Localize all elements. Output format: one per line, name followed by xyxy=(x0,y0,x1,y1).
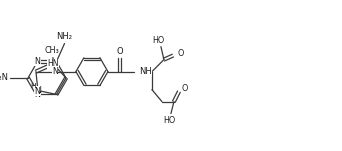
Text: H₂N: H₂N xyxy=(0,74,8,82)
Text: N: N xyxy=(50,59,56,68)
Text: N: N xyxy=(35,90,40,99)
Text: CH₃: CH₃ xyxy=(44,46,59,55)
Text: O: O xyxy=(178,49,184,58)
Text: HO: HO xyxy=(163,116,175,125)
Text: NH₂: NH₂ xyxy=(56,32,73,41)
Text: N: N xyxy=(52,67,58,76)
Text: H: H xyxy=(30,82,36,88)
Text: NH: NH xyxy=(139,67,152,76)
Text: HO: HO xyxy=(152,36,164,45)
Text: N: N xyxy=(35,57,40,66)
Text: O: O xyxy=(182,84,188,93)
Text: O: O xyxy=(117,47,123,56)
Text: HN: HN xyxy=(48,59,59,68)
Text: N: N xyxy=(34,87,40,95)
Text: N: N xyxy=(35,86,41,95)
